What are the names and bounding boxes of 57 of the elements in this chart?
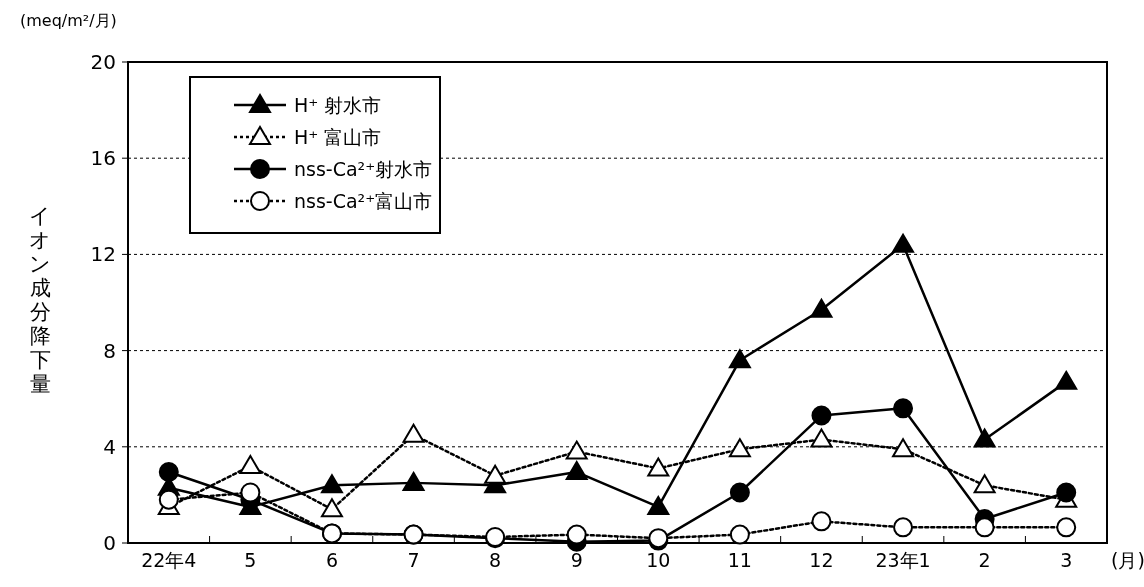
x-tick-label: 6	[325, 549, 339, 571]
y-tick-label: 4	[103, 434, 116, 459]
point	[320, 498, 343, 518]
point	[647, 457, 670, 477]
y-tick-label: 8	[103, 338, 116, 363]
x-tick-label: 2	[978, 549, 991, 571]
point	[893, 398, 914, 419]
point	[974, 517, 995, 538]
legend-label: nss-Ca²⁺射水市	[294, 158, 433, 180]
point	[240, 482, 261, 503]
point	[320, 474, 343, 494]
point	[729, 524, 750, 545]
y-tick-label: 20	[90, 50, 116, 74]
x-tick-label: 5	[244, 549, 257, 571]
point	[893, 517, 914, 538]
point	[484, 464, 507, 484]
x-tick-label: 8	[489, 549, 502, 571]
point	[892, 233, 915, 253]
text: (月)	[1111, 549, 1144, 571]
point	[810, 298, 833, 318]
point	[565, 440, 588, 460]
point	[158, 462, 179, 483]
point	[973, 474, 996, 494]
point	[973, 428, 996, 448]
point	[811, 511, 832, 532]
point	[402, 423, 425, 443]
legend-label: nss-Ca²⁺富山市	[294, 190, 433, 212]
x-tick-label: 22年4	[141, 549, 197, 571]
point	[158, 489, 179, 510]
x-tick-label: 12	[809, 549, 834, 571]
point	[566, 524, 587, 545]
y-axis-title: イオン成分降下量	[29, 204, 51, 396]
x-tick-label: 10	[646, 549, 671, 571]
point	[565, 461, 588, 481]
legend-label: H⁺ 富山市	[294, 126, 382, 148]
text: (meq/m²/月)	[20, 11, 117, 30]
legend-label: H⁺ 射水市	[294, 94, 382, 116]
point	[647, 495, 670, 515]
point	[1055, 370, 1078, 390]
point	[402, 471, 425, 491]
point	[810, 428, 833, 448]
x-tick-label: 11	[727, 549, 752, 571]
point	[239, 455, 262, 475]
x-tick-label: 9	[570, 549, 583, 571]
point	[1056, 482, 1077, 503]
point	[1056, 517, 1077, 538]
point	[728, 438, 751, 458]
x-tick-label: 23年1	[875, 549, 931, 571]
y-tick-label: 12	[90, 242, 116, 267]
y-tick-label: 0	[103, 531, 116, 555]
y-tick-label: 16	[90, 146, 116, 171]
x-tick-label: 3	[1060, 549, 1073, 571]
point	[892, 438, 915, 458]
point	[811, 405, 832, 426]
point	[729, 482, 750, 503]
point	[728, 349, 751, 369]
x-tick-label: 7	[407, 549, 420, 571]
